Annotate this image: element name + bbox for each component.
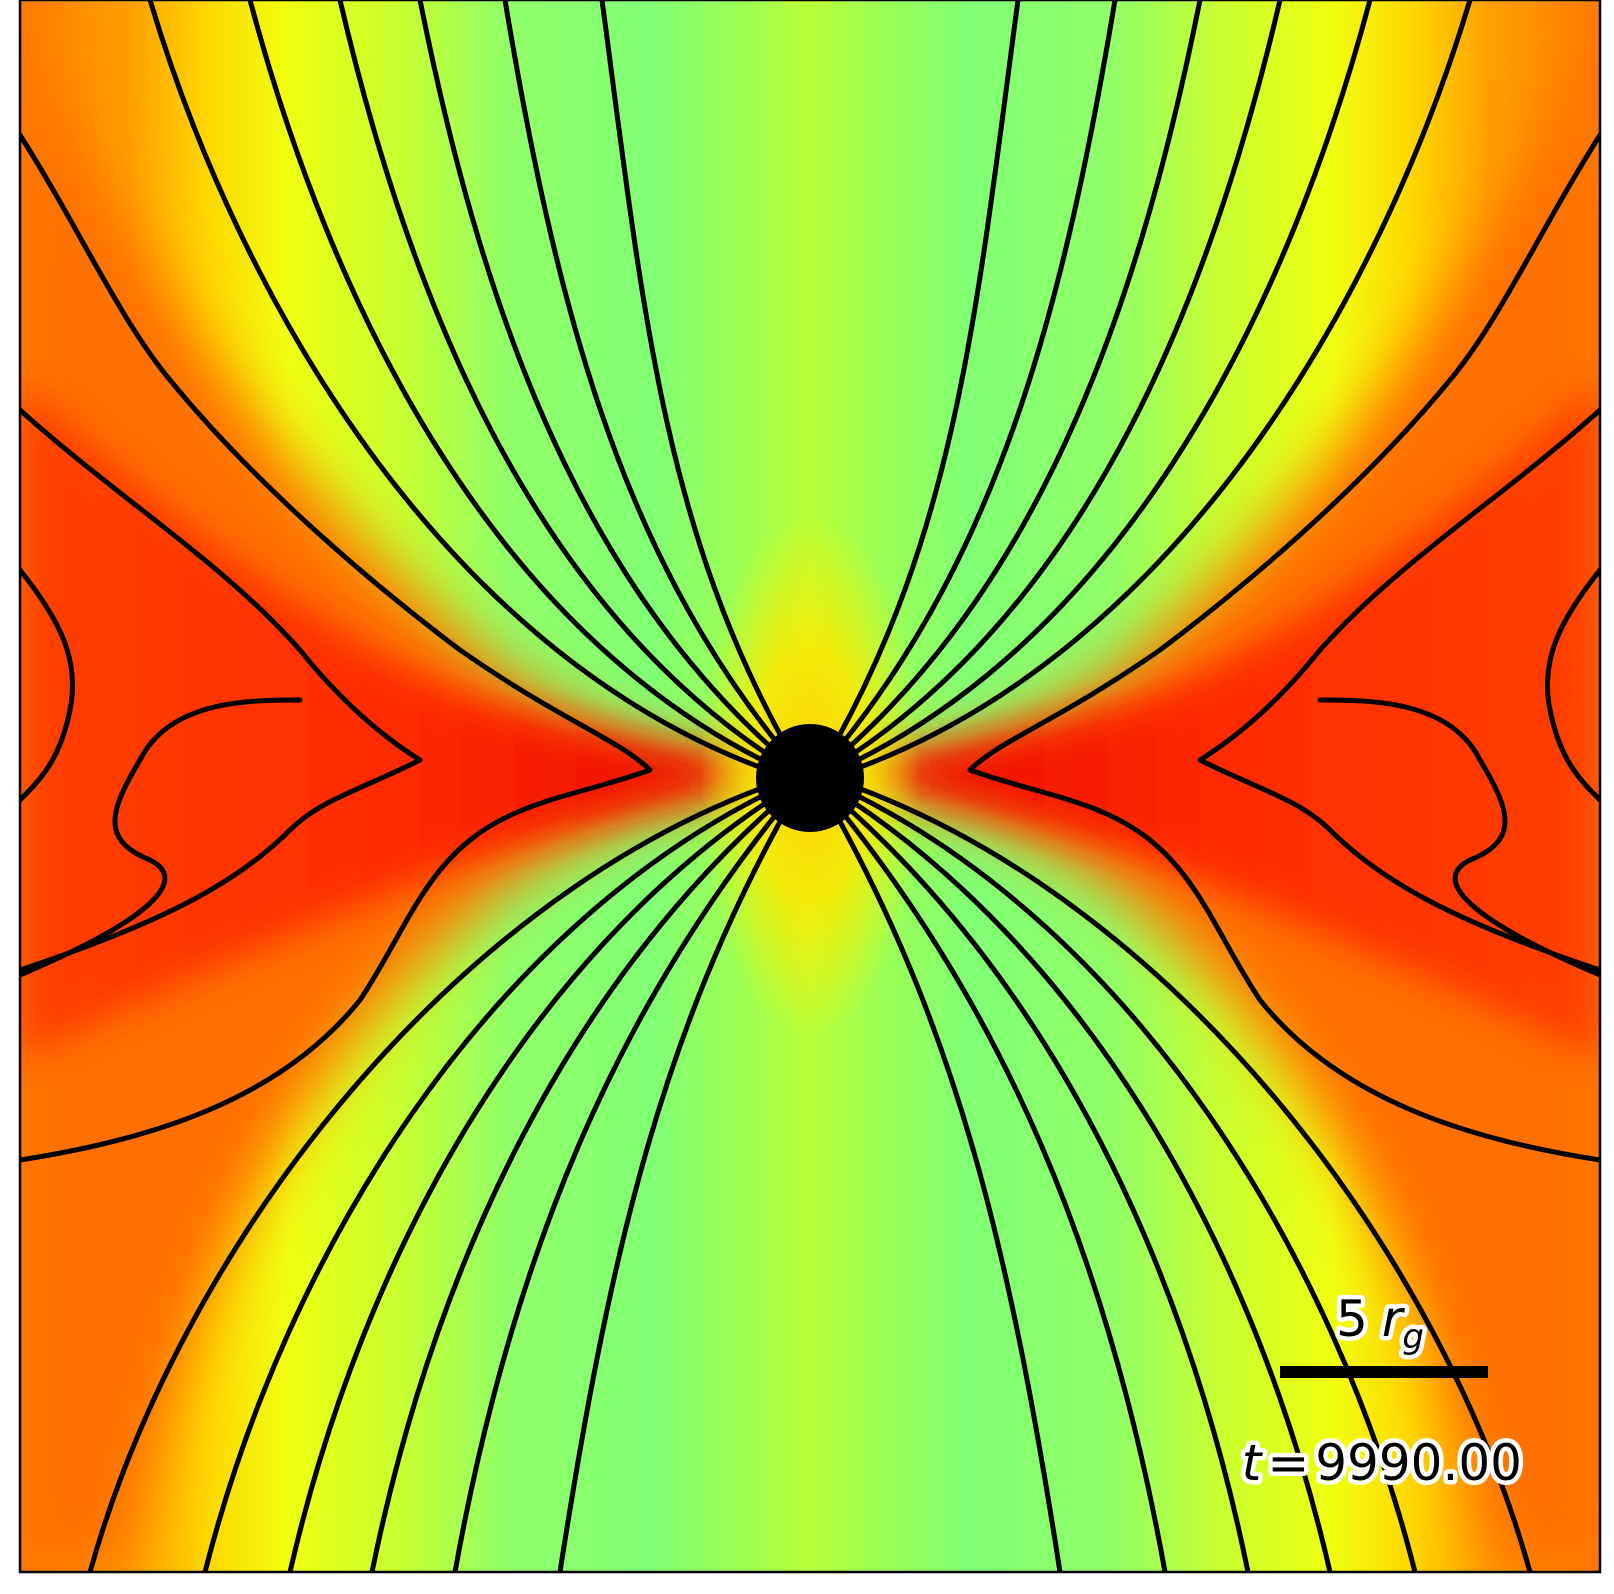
field-line bbox=[1317, 697, 1600, 978]
field-line bbox=[202, 791, 769, 1572]
field-line bbox=[855, 785, 1533, 1572]
field-line bbox=[839, 0, 1118, 747]
field-line bbox=[843, 803, 1251, 1572]
field-line bbox=[967, 132, 1600, 1163]
field-line bbox=[835, 815, 1063, 1572]
field-line bbox=[851, 791, 1418, 1572]
time-label: t = 9990.00 bbox=[1242, 1434, 1522, 1492]
field-line bbox=[20, 132, 653, 1163]
field-line bbox=[1544, 567, 1600, 803]
density-map bbox=[20, 0, 1600, 1572]
field-line bbox=[855, 0, 1473, 771]
field-line bbox=[287, 797, 773, 1572]
scale-bar: 5 rg bbox=[1280, 1286, 1488, 1378]
field-lines bbox=[20, 0, 1600, 1572]
field-line bbox=[835, 0, 1021, 741]
scale-bar-label: 5 rg bbox=[1336, 1290, 1424, 1357]
field-line bbox=[20, 407, 423, 973]
field-line bbox=[247, 0, 769, 765]
field-line bbox=[147, 0, 765, 771]
field-line bbox=[20, 567, 76, 803]
field-line bbox=[417, 0, 777, 753]
field-line bbox=[839, 809, 1168, 1572]
black-hole bbox=[756, 724, 864, 832]
field-line bbox=[847, 0, 1283, 759]
field-line bbox=[599, 0, 785, 741]
field-line bbox=[87, 785, 765, 1572]
plot-frame bbox=[18, 0, 1602, 1574]
field-line bbox=[502, 0, 781, 747]
field-line bbox=[369, 803, 777, 1572]
field-line bbox=[1197, 407, 1600, 973]
field-line bbox=[20, 697, 303, 978]
field-line bbox=[557, 815, 785, 1572]
field-line bbox=[851, 0, 1373, 765]
field-line bbox=[847, 797, 1333, 1572]
field-line bbox=[843, 0, 1203, 753]
field-line bbox=[337, 0, 773, 759]
field-line bbox=[452, 809, 781, 1572]
